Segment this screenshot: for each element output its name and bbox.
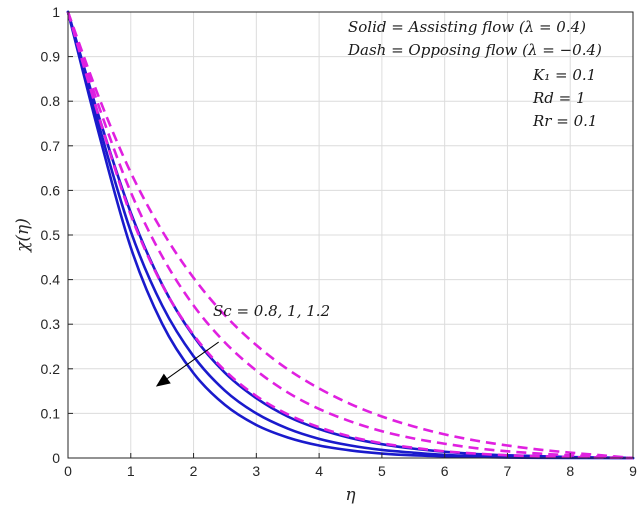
param-rd: Rd = 1 (532, 89, 586, 107)
opposing-flow-line-2 (66, 11, 634, 460)
y-tick-label: 0.1 (41, 405, 61, 421)
y-tick-label: 0.4 (41, 272, 61, 288)
opposing-flow-line-3 (66, 11, 634, 460)
x-tick-label: 4 (315, 463, 323, 479)
y-tick-label: 0.2 (41, 361, 61, 377)
x-tick-label: 0 (64, 463, 72, 479)
x-axis-title: η (345, 485, 356, 505)
tick-labels: 0 1 2 3 4 5 6 7 8 9 0 0.1 0.2 0.3 0.4 0.5 0.6 0.7 0.8 0.9 1 (41, 4, 638, 479)
arrow-head (155, 373, 171, 387)
legend-line-dash: Dash = Opposing flow (λ = −0.4) (347, 41, 602, 59)
y-tick-label: 0.3 (41, 316, 61, 332)
y-tick-label: 0.5 (41, 227, 61, 243)
x-tick-label: 1 (127, 463, 135, 479)
param-k1: K₁ = 0.1 (532, 66, 596, 84)
x-tick-label: 9 (629, 463, 637, 479)
y-tick-label: 0 (52, 450, 60, 466)
series-layer (66, 10, 635, 460)
legend-line-solid: Solid = Assisting flow (λ = 0.4) (348, 18, 586, 36)
param-rr: Rr = 0.1 (532, 112, 597, 130)
x-tick-label: 3 (252, 463, 260, 479)
x-tick-label: 7 (504, 463, 512, 479)
y-axis-title: χ(η) (13, 218, 33, 253)
y-tick-label: 0.8 (41, 93, 61, 109)
y-tick-label: 0.7 (41, 138, 61, 154)
arrow-annotation-label: Sc = 0.8, 1, 1.2 (213, 302, 330, 320)
x-tick-label: 6 (441, 463, 449, 479)
opposing-flow-line-1 (66, 11, 634, 460)
arrow-shaft (167, 341, 219, 379)
x-tick-label: 8 (566, 463, 574, 479)
y-tick-label: 1 (52, 4, 60, 20)
x-tick-label: 2 (190, 463, 198, 479)
arrow-annotation (155, 341, 219, 387)
y-tick-label: 0.6 (41, 182, 61, 198)
y-tick-label: 0.9 (41, 49, 61, 65)
x-tick-label: 5 (378, 463, 386, 479)
grid (67, 11, 634, 459)
